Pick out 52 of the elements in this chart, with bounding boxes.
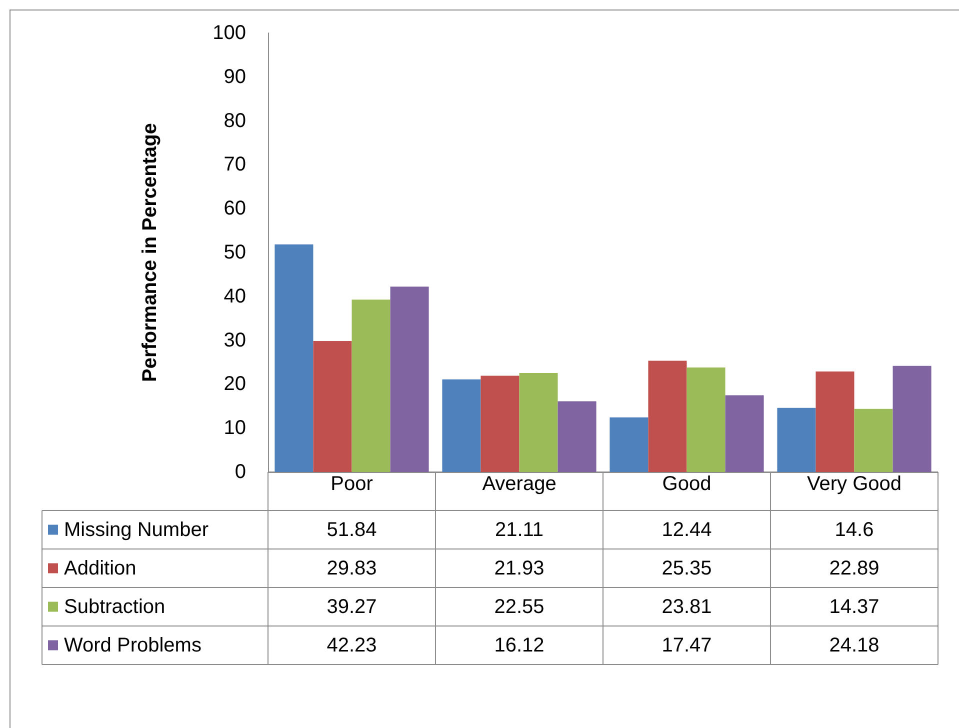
bar: [854, 408, 893, 472]
data-label: 17.47: [662, 634, 712, 656]
x-tick-label: Good: [662, 473, 712, 495]
bar: [892, 366, 932, 472]
legend-label: Missing Number: [64, 518, 209, 541]
data-label: 51.84: [326, 518, 377, 541]
data-label: 23.81: [662, 596, 712, 618]
bar: [390, 286, 429, 472]
data-label: 22.89: [829, 557, 880, 580]
bar: [777, 408, 816, 472]
bar: [352, 300, 390, 472]
y-tick-label: 10: [224, 417, 246, 440]
y-tick-label: 90: [224, 66, 246, 88]
data-label: 29.83: [326, 557, 377, 580]
data-label: 21.93: [494, 557, 544, 580]
bar: [686, 367, 726, 472]
bar: [610, 417, 648, 472]
data-label: 42.23: [326, 634, 377, 656]
bar: [519, 373, 558, 472]
bar: [480, 376, 520, 472]
y-tick-label: 50: [224, 242, 246, 264]
bar: [648, 360, 687, 472]
y-tick-label: 40: [224, 285, 246, 308]
y-tick-label: 30: [224, 329, 246, 352]
data-label: 25.35: [662, 557, 712, 580]
bar: [274, 244, 314, 472]
x-tick-label: Very Good: [806, 473, 902, 495]
data-label: 21.11: [494, 518, 544, 541]
y-tick-label: 100: [212, 22, 246, 44]
data-label: 16.12: [494, 634, 544, 656]
legend-label: Word Problems: [64, 634, 202, 656]
y-tick-label: 70: [224, 154, 246, 176]
x-tick-label: Average: [482, 473, 556, 495]
bar: [313, 341, 352, 472]
legend-label: Addition: [64, 557, 136, 580]
y-tick-label: 20: [224, 373, 246, 396]
data-label: 39.27: [326, 596, 377, 618]
y-tick-label: 60: [224, 198, 246, 220]
bar: [816, 372, 854, 472]
bar: [725, 395, 764, 472]
data-label: 12.44: [662, 518, 712, 541]
bar: [442, 379, 481, 472]
x-tick-label: Poor: [330, 473, 374, 495]
y-tick-label: 0: [234, 461, 246, 483]
data-label: 22.55: [494, 596, 544, 618]
data-label: 14.6: [834, 518, 874, 541]
bar: [558, 401, 596, 472]
y-axis-title: Performance in Percentage: [139, 123, 161, 382]
data-label: 24.18: [829, 634, 880, 656]
legend-label: Subtraction: [64, 596, 166, 618]
y-tick-label: 80: [224, 110, 246, 132]
data-label: 14.37: [829, 596, 880, 618]
